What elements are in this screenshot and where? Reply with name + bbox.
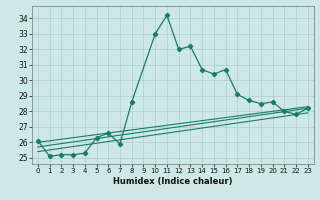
X-axis label: Humidex (Indice chaleur): Humidex (Indice chaleur) [113,177,233,186]
